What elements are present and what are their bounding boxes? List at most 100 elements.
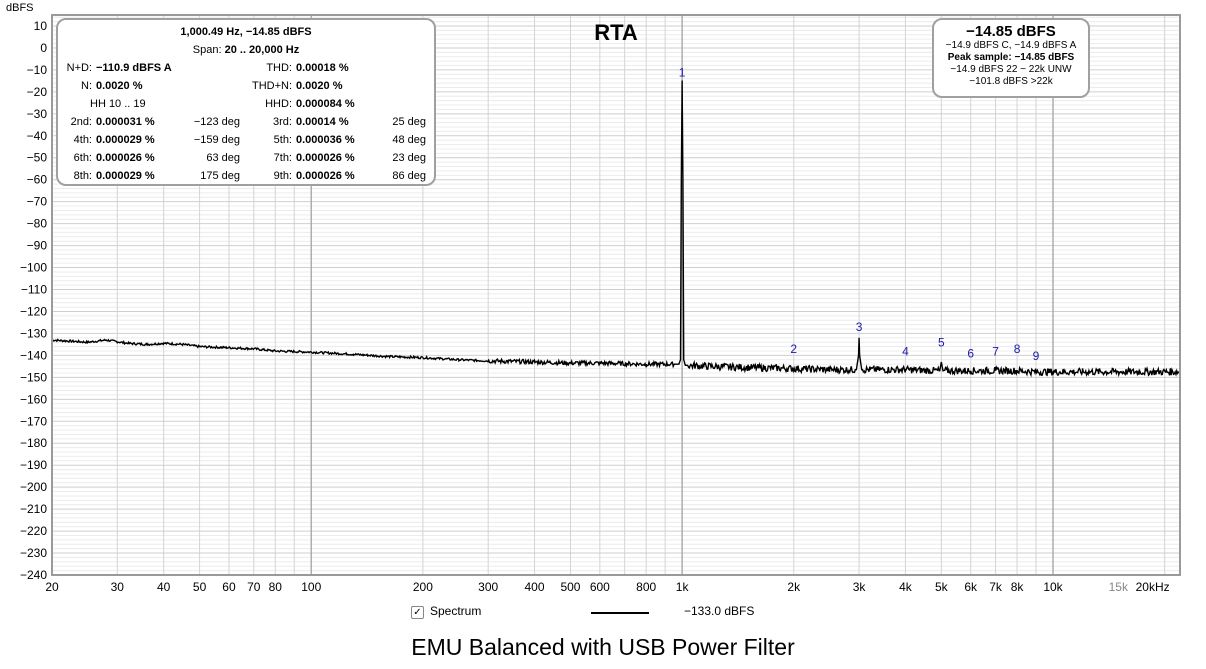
harmonic-value: 0.000026 %	[296, 170, 355, 182]
spectrum-checkbox[interactable]: ✓	[411, 606, 424, 619]
harmonic-phase: −159 deg	[193, 134, 240, 146]
harmonic-marker-label: 3	[856, 320, 863, 334]
y-tick-label: −110	[21, 283, 47, 297]
plot-frame	[51, 14, 1181, 576]
harmonic-phase: 48 deg	[392, 134, 426, 146]
y-tick-label: 10	[34, 19, 48, 33]
y-tick-label: −170	[20, 414, 47, 428]
harmonic-marker-label: 2	[790, 342, 797, 356]
x-tick-label: 40	[157, 580, 171, 594]
x-tick-label: 4k	[899, 580, 913, 594]
x-tick-label: 800	[636, 580, 656, 594]
y-tick-label: −70	[27, 195, 48, 209]
legend-spectrum-value: −133.0 dBFS	[684, 604, 755, 618]
harmonic-phase: 63 deg	[206, 152, 240, 164]
x-tick-label: 7k	[989, 580, 1003, 594]
nd-label: N+D:	[66, 62, 92, 74]
hh-label: HH 10 .. 19	[90, 98, 146, 110]
y-tick-label: −210	[20, 502, 47, 516]
y-tick-label: −200	[20, 480, 47, 494]
x-tick-label: 300	[478, 580, 498, 594]
harmonic-marker-label: 7	[992, 344, 999, 358]
level-weighted: −14.9 dBFS C, −14.9 dBFS A	[945, 40, 1077, 51]
harmonic-value: 0.00014 %	[296, 116, 349, 128]
x-tick-label: 500	[560, 580, 580, 594]
y-tick-label: −50	[27, 151, 48, 165]
level-readout-panel: −14.85 dBFS −14.9 dBFS C, −14.9 dBFS A P…	[932, 18, 1090, 98]
level-main-value: −14.85 dBFS	[966, 23, 1056, 40]
harmonic-label: 2nd:	[70, 116, 92, 128]
n-value: 0.0020 %	[96, 80, 143, 92]
y-tick-label: −190	[20, 458, 47, 472]
thdn-value: 0.0020 %	[296, 80, 343, 92]
x-tick-label: 600	[590, 580, 610, 594]
harmonic-value: 0.000029 %	[96, 134, 155, 146]
legend-line-swatch	[591, 612, 649, 614]
harmonic-value: 0.000026 %	[296, 152, 355, 164]
chart-title: RTA	[594, 20, 638, 45]
y-tick-label: −150	[20, 370, 47, 384]
x-tick-label: 100	[301, 580, 321, 594]
harmonic-marker-label: 1	[679, 65, 686, 79]
legend-spectrum-label: Spectrum	[430, 604, 482, 618]
y-tick-label: −30	[27, 107, 48, 121]
harmonic-phase: 86 deg	[392, 170, 426, 182]
harmonic-marker-label: 8	[1014, 342, 1021, 356]
harmonic-phase: 23 deg	[392, 152, 426, 164]
x-tick-label: 8k	[1011, 580, 1025, 594]
y-tick-label: −80	[27, 217, 48, 231]
thd-label: THD:	[266, 62, 292, 74]
readout-frequency-level: 1,000.49 Hz, −14.85 dBFS	[180, 26, 312, 38]
harmonic-value: 0.000036 %	[296, 134, 355, 146]
harmonic-label: 4th:	[73, 134, 92, 146]
x-tick-label: 80	[269, 580, 283, 594]
y-tick-label: −60	[27, 173, 48, 187]
y-tick-label: −90	[27, 239, 48, 253]
x-tick-label: 50	[193, 580, 207, 594]
y-tick-label: −120	[20, 304, 47, 318]
x-tick-label: 2k	[787, 580, 801, 594]
harmonic-label: 3rd:	[273, 116, 292, 128]
harmonic-label: 5th:	[273, 134, 292, 146]
harmonic-value: 0.000026 %	[96, 152, 155, 164]
measurement-readout-panel: 1,000.49 Hz, −14.85 dBFS Span: 20 .. 20,…	[56, 18, 436, 186]
harmonic-value: 0.000029 %	[96, 170, 155, 182]
harmonic-marker-label: 4	[902, 344, 909, 358]
y-tick-label: −20	[27, 85, 48, 99]
harmonic-phase: 25 deg	[392, 116, 426, 128]
spectrum-series-line	[51, 80, 1181, 378]
x-tick-label: 400	[525, 580, 545, 594]
span-label: Span:	[192, 44, 222, 56]
level-above-22k: −101.8 dBFS >22k	[969, 76, 1053, 87]
x-tick-label: 70	[247, 580, 261, 594]
y-tick-label: 0	[40, 41, 47, 55]
harmonic-marker-label: 9	[1033, 349, 1040, 363]
y-axis-label: dBFS	[6, 2, 34, 14]
level-peak-sample: Peak sample: −14.85 dBFS	[947, 52, 1075, 63]
x-tick-label: 20kHz	[1136, 580, 1170, 594]
y-tick-label: −10	[27, 63, 48, 77]
y-tick-label: −130	[20, 326, 47, 340]
harmonic-marker-label: 5	[938, 336, 945, 350]
x-tick-label: 30	[111, 580, 125, 594]
thdn-label: THD+N:	[251, 80, 292, 92]
y-tick-label: −220	[20, 524, 47, 538]
x-tick-label: 20	[45, 580, 59, 594]
x-tick-label: 6k	[964, 580, 978, 594]
n-label: N:	[81, 80, 92, 92]
y-tick-label: −40	[27, 129, 48, 143]
y-tick-label: −180	[20, 436, 47, 450]
y-tick-label: −140	[20, 348, 47, 362]
x-tick-label: 5k	[935, 580, 949, 594]
harmonic-phase: 175 deg	[200, 170, 240, 182]
harmonic-label: 8th:	[73, 170, 92, 182]
readout-span: Span: 20 .. 20,000 Hz	[58, 44, 434, 56]
harmonic-phase: −123 deg	[193, 116, 240, 128]
y-tick-label: −230	[20, 546, 47, 560]
thd-value: 0.00018 %	[296, 62, 349, 74]
hhd-value: 0.000084 %	[296, 98, 355, 110]
harmonic-marker-label: 6	[967, 347, 974, 361]
y-tick-label: −240	[20, 568, 47, 582]
span-value: 20 .. 20,000 Hz	[224, 44, 300, 56]
